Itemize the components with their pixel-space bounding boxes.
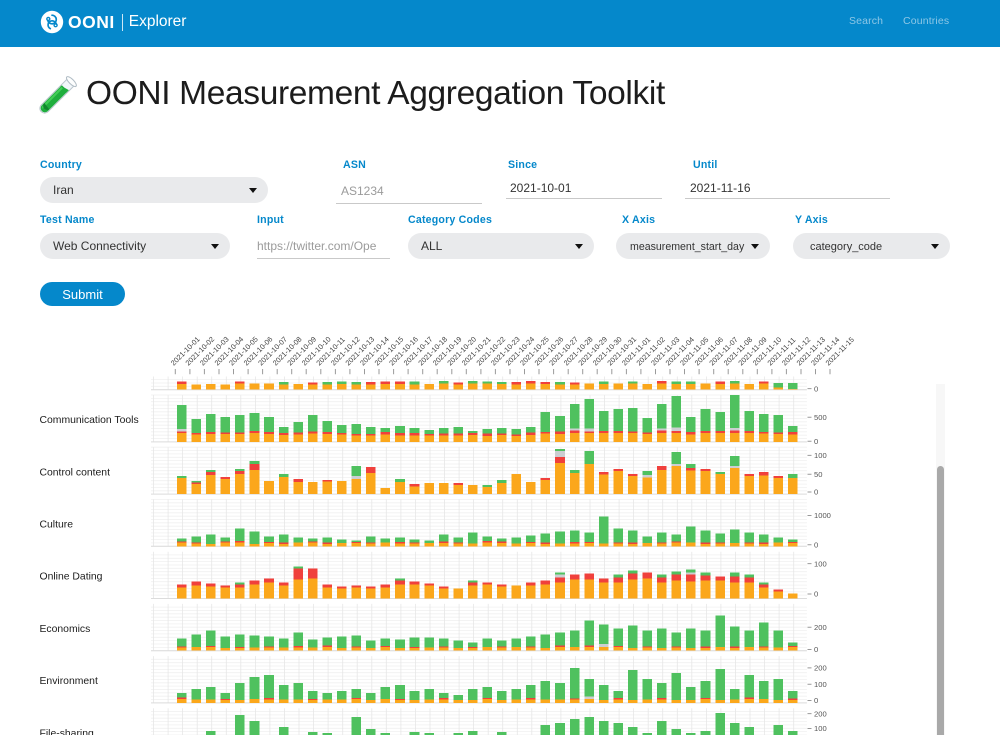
svg-text:Online Dating: Online Dating xyxy=(40,572,103,583)
svg-text:100: 100 xyxy=(814,680,827,689)
svg-text:0: 0 xyxy=(814,384,818,393)
svg-text:1000: 1000 xyxy=(814,511,831,520)
svg-text:200: 200 xyxy=(814,709,827,718)
svg-text:Culture: Culture xyxy=(40,520,74,531)
svg-text:200: 200 xyxy=(814,623,827,632)
svg-text:0: 0 xyxy=(814,590,818,599)
svg-text:50: 50 xyxy=(814,470,822,479)
svg-text:Communication Tools: Communication Tools xyxy=(40,415,139,426)
svg-text:100: 100 xyxy=(814,559,827,568)
svg-text:0: 0 xyxy=(814,437,818,446)
svg-text:200: 200 xyxy=(814,664,827,673)
svg-text:0: 0 xyxy=(814,488,818,497)
svg-text:Economics: Economics xyxy=(40,624,91,635)
svg-text:File-sharing: File-sharing xyxy=(40,728,95,735)
svg-text:500: 500 xyxy=(814,413,827,422)
svg-text:0: 0 xyxy=(814,645,818,654)
svg-text:0: 0 xyxy=(814,696,818,705)
svg-text:100: 100 xyxy=(814,724,827,733)
svg-text:0: 0 xyxy=(814,541,818,550)
svg-text:Environment: Environment xyxy=(40,676,98,687)
svg-text:Control content: Control content xyxy=(40,467,111,478)
svg-text:100: 100 xyxy=(814,451,827,460)
